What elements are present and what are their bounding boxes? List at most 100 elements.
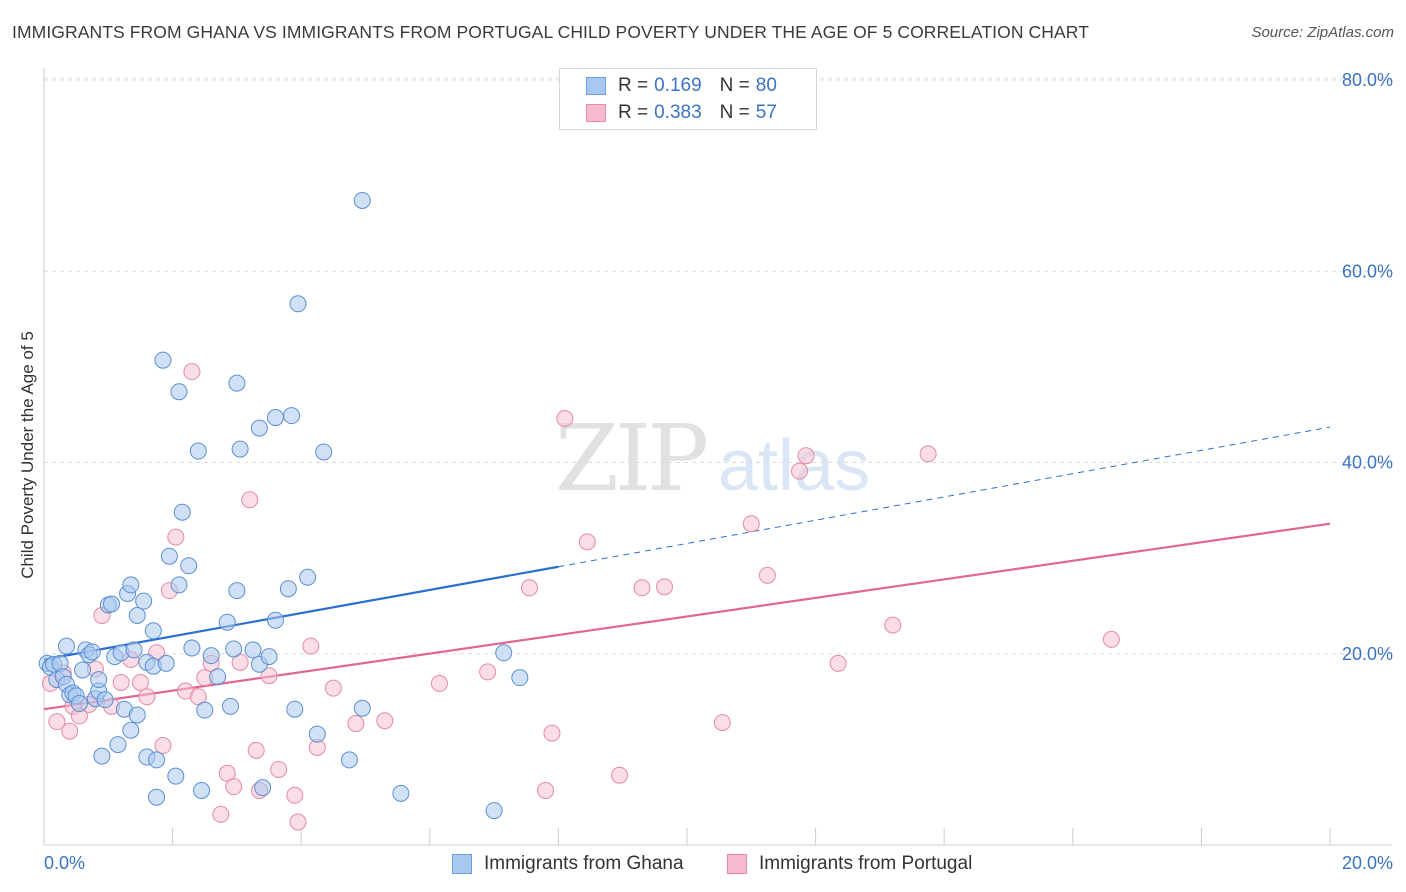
ghana-point [231, 440, 249, 458]
portugal-legend-swatch [727, 854, 747, 874]
ghana-point [128, 706, 146, 724]
portugal-point [556, 410, 574, 428]
portugal-point [183, 363, 201, 381]
legend-r-label: R = [618, 102, 649, 123]
ghana-point [196, 701, 214, 719]
ghana-point [315, 443, 333, 461]
y-tick-label: 80.0% [1342, 70, 1393, 90]
portugal-point [655, 578, 673, 596]
portugal-point [543, 724, 561, 742]
ghana-point [144, 622, 162, 640]
ghana-point [122, 721, 140, 739]
ghana-point [193, 781, 211, 799]
ghana-point [93, 747, 111, 765]
axes [43, 68, 1392, 846]
legend-r-value: 0.169 [654, 75, 702, 96]
legend-row-ghana: R = 0.169 N = 80 [586, 74, 777, 98]
ghana-point [299, 568, 317, 586]
legend-n-label: N = [719, 75, 750, 96]
y-tick-labels: 20.0% 40.0% 60.0% 80.0% [1342, 70, 1393, 664]
portugal-point [610, 766, 628, 784]
ghana-point [202, 647, 220, 665]
y-tick-label: 60.0% [1342, 261, 1393, 281]
ghana-point [109, 736, 127, 754]
ghana-point [189, 442, 207, 460]
chart-source: Source: ZipAtlas.com [1251, 24, 1394, 41]
portugal-point [302, 637, 320, 655]
portugal-point [225, 778, 243, 796]
ghana-point [180, 557, 198, 575]
ghana-point [485, 802, 503, 820]
ghana-point [209, 668, 227, 686]
bottom-legend-portugal: Immigrants from Portugal [727, 851, 972, 877]
ghana-point [183, 639, 201, 657]
portugal-point [633, 579, 651, 597]
portugal-swatch [586, 104, 606, 122]
ghana-point [266, 409, 284, 427]
portugal-point [479, 663, 497, 681]
ghana-point [283, 407, 301, 425]
legend-n-label: N = [719, 102, 750, 123]
portugal-point [260, 667, 278, 685]
ghana-point [340, 751, 358, 769]
ghana-point [154, 351, 172, 369]
ghana-point [279, 580, 297, 598]
portugal-point [520, 579, 538, 597]
ghana-point [266, 611, 284, 629]
portugal-point [376, 712, 394, 730]
ghana-points [38, 191, 529, 820]
ghana-point [495, 644, 513, 662]
legend-n-value: 80 [755, 75, 777, 96]
ghana-point [353, 191, 371, 209]
y-tick-label: 20.0% [1342, 644, 1393, 664]
portugal-point [154, 737, 172, 755]
ghana-point [170, 576, 188, 594]
ghana-point [225, 640, 243, 658]
ghana-legend-label: Immigrants from Ghana [484, 853, 684, 874]
ghana-point [173, 503, 191, 521]
ghana-point [157, 654, 175, 672]
legend-r-label: R = [618, 75, 649, 96]
x-tick-labels: 0.0% 20.0% [44, 853, 1393, 873]
portugal-point [112, 673, 130, 691]
ghana-point [228, 374, 246, 392]
ghana-swatch [586, 77, 606, 95]
ghana-trend-extension [558, 426, 1331, 568]
ghana-point [74, 661, 92, 679]
ghana-point [122, 576, 140, 594]
ghana-point [392, 784, 410, 802]
ghana-point [254, 779, 272, 797]
portugal-point [167, 528, 185, 546]
portugal-point [1102, 630, 1120, 648]
portugal-point [270, 760, 288, 778]
legend-row-portugal: R = 0.383 N = 57 [586, 101, 777, 125]
portugal-point [430, 674, 448, 692]
ghana-point [90, 671, 108, 689]
x-tick-label: 20.0% [1342, 853, 1393, 873]
portugal-point [829, 654, 847, 672]
portugal-point [758, 566, 776, 584]
ghana-point [353, 699, 371, 717]
portugal-point [791, 462, 809, 480]
chart-title: IMMIGRANTS FROM GHANA VS IMMIGRANTS FROM… [12, 22, 1089, 42]
portugal-point [919, 445, 937, 463]
portugal-point [241, 491, 259, 509]
ghana-point [128, 607, 146, 624]
correlation-legend: R = 0.169 N = 80 R = 0.383 N = 57 [559, 68, 817, 130]
y-axis-title: Child Poverty Under the Age of 5 [18, 331, 37, 579]
legend-n-value: 57 [755, 102, 777, 123]
portugal-point [742, 515, 760, 533]
ghana-point [260, 648, 278, 666]
ghana-point [148, 788, 166, 806]
legend-r-value: 0.383 [654, 102, 702, 123]
ghana-point [148, 751, 166, 769]
portugal-point [347, 715, 365, 733]
svg-text:ZIP: ZIP [555, 405, 706, 512]
ghana-point [58, 637, 76, 655]
ghana-point [83, 643, 101, 661]
portugal-point [247, 741, 265, 759]
ghana-point [96, 691, 114, 709]
portugal-point [131, 673, 149, 691]
portugal-point [578, 533, 596, 551]
